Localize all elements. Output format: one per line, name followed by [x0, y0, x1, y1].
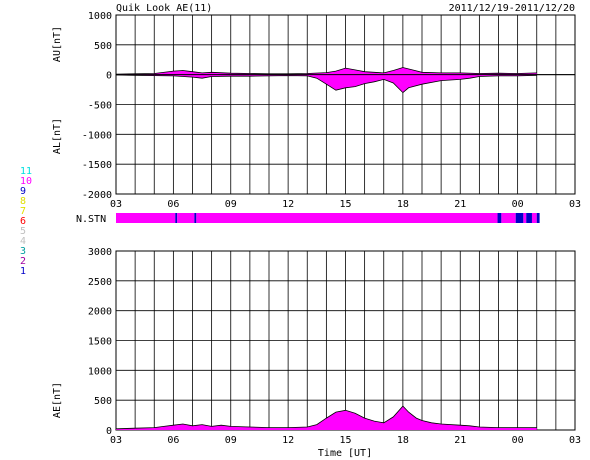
x-tick-label: 03	[569, 199, 581, 210]
al-area	[116, 74, 537, 93]
chart-title: Quik Look AE(11)	[116, 3, 212, 14]
y-tick-label: 3000	[88, 247, 112, 258]
x-tick-label: 06	[167, 199, 179, 210]
y-tick-label: 1000	[88, 366, 112, 377]
x-tick-label: 15	[339, 199, 351, 210]
y-tick-label: 0	[106, 71, 112, 82]
legend-entry: 3	[20, 246, 26, 257]
y-tick-label: -1500	[82, 160, 112, 171]
legend-entry: 8	[20, 196, 26, 207]
station-segment	[177, 213, 195, 223]
y-tick-label: 1000	[88, 11, 112, 22]
legend-entry: 5	[20, 226, 26, 237]
legend-entry: 6	[20, 216, 26, 227]
station-segment	[501, 213, 516, 223]
y-tick-label: 500	[94, 396, 112, 407]
date-range: 2011/12/19-2011/12/20	[449, 3, 575, 14]
station-segment	[194, 213, 197, 223]
time-axis-label: Time [UT]	[318, 448, 372, 459]
x-tick-label: 00	[512, 435, 524, 446]
al-axis-label: AL[nT]	[52, 118, 63, 154]
x-tick-label: 18	[397, 199, 409, 210]
x-tick-label: 12	[282, 199, 294, 210]
x-tick-label: 00	[512, 199, 524, 210]
y-tick-label: 1500	[88, 337, 112, 348]
ae-line	[115, 405, 537, 430]
station-segment	[116, 213, 176, 223]
x-tick-label: 18	[397, 435, 409, 446]
y-tick-label: -2000	[82, 190, 112, 201]
x-tick-label: 21	[454, 435, 466, 446]
legend-entry: 10	[20, 176, 32, 187]
station-segment	[515, 213, 524, 223]
y-tick-label: 500	[94, 41, 112, 52]
legend-entry: 1	[20, 266, 26, 277]
legend-entry: 7	[20, 206, 26, 217]
station-segment	[196, 213, 498, 223]
legend-entry: 9	[20, 186, 26, 197]
au-axis-label: AU[nT]	[52, 26, 63, 62]
x-tick-label: 21	[454, 199, 466, 210]
x-tick-label: 12	[282, 435, 294, 446]
ae-area	[116, 406, 537, 430]
nstn-label: N.STN	[76, 214, 106, 225]
legend-entry: 11	[20, 166, 32, 177]
x-tick-label: 03	[110, 199, 122, 210]
y-tick-label: 2500	[88, 277, 112, 288]
panel-frame	[115, 14, 576, 195]
station-segment	[536, 213, 540, 223]
y-tick-label: -500	[88, 101, 112, 112]
station-segment	[175, 213, 178, 223]
x-tick-label: 09	[225, 199, 237, 210]
station-segment	[531, 213, 537, 223]
au-line	[115, 67, 537, 75]
station-segment	[497, 213, 502, 223]
ae-axis-label: AE[nT]	[52, 382, 63, 418]
legend-entry: 2	[20, 256, 26, 267]
x-tick-label: 03	[110, 435, 122, 446]
x-tick-label: 03	[569, 435, 581, 446]
x-tick-label: 06	[167, 435, 179, 446]
y-tick-label: 0	[106, 426, 112, 437]
al-line	[115, 74, 537, 94]
y-tick-label: -1000	[82, 130, 112, 141]
y-tick-label: 2000	[88, 307, 112, 318]
legend-entry: 4	[20, 236, 26, 247]
station-segment	[523, 213, 527, 223]
station-segment	[526, 213, 532, 223]
station-count-bar	[116, 213, 540, 223]
x-tick-label: 15	[339, 435, 351, 446]
x-tick-label: 09	[225, 435, 237, 446]
